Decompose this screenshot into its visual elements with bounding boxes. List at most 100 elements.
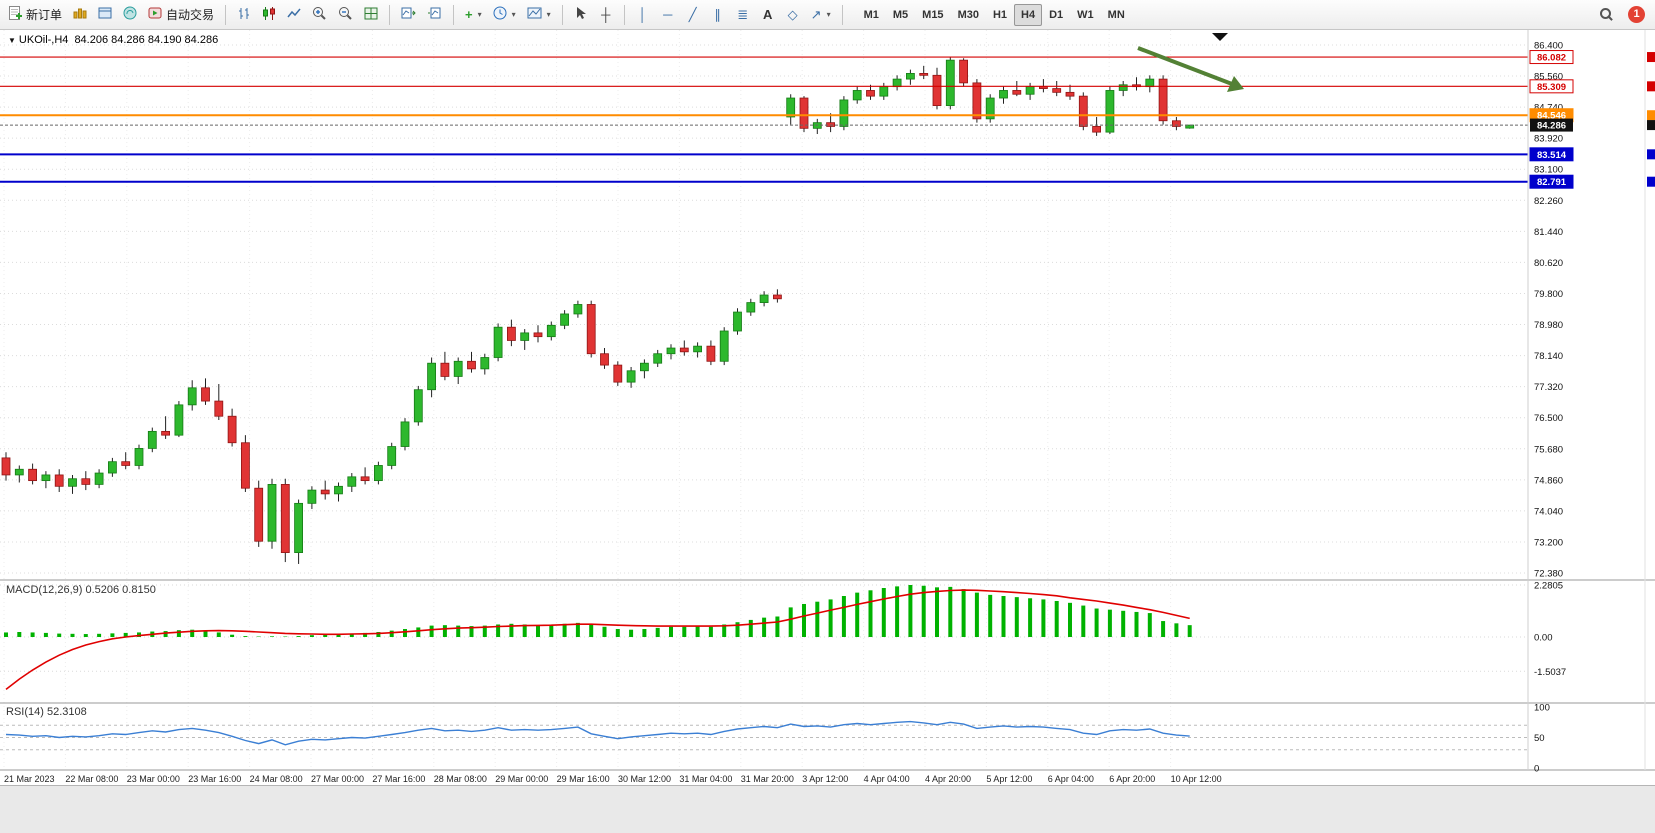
timeframe-button-m5[interactable]: M5 [886, 4, 915, 26]
candle-body [666, 347, 676, 355]
channel-tool-button[interactable]: ∥ [706, 3, 730, 27]
price-line-label: 86.082 [1537, 53, 1566, 64]
new-order-icon [9, 6, 22, 23]
chevron-down-icon: ▾ [546, 10, 551, 19]
chart-symbol-header[interactable]: ▼ UKOil-,H4 84.206 84.286 84.190 84.286 [8, 34, 218, 46]
candle-body [94, 472, 104, 485]
price-axis-label: 78.140 [1534, 351, 1563, 362]
candle-body [1092, 126, 1101, 133]
price-line-label: 82.791 [1537, 177, 1567, 188]
symbol-dropdown-icon[interactable]: ▼ [8, 36, 16, 45]
zoom-out-icon [338, 6, 353, 24]
zoom-in-button[interactable] [307, 3, 332, 27]
candle-body [453, 360, 463, 377]
shapes-tool-button[interactable]: ◇ [781, 3, 805, 27]
bar-chart-button[interactable] [232, 3, 256, 27]
crosshair-icon: ┼ [601, 7, 611, 22]
data-window-icon [98, 7, 112, 22]
data-window-button[interactable] [93, 3, 117, 27]
timeframe-button-h1[interactable]: H1 [986, 4, 1014, 26]
candle-body [1, 457, 11, 476]
time-axis-label: 22 Mar 08:00 [65, 774, 118, 784]
text-tool-button[interactable]: A [756, 3, 780, 27]
chart-canvas[interactable]: 21 Mar 2023 22 Mar 08:00 23 Mar 00:00 23 Ma… [0, 30, 1655, 785]
toolbar-separator [561, 4, 563, 25]
time-axis-label: 24 Mar 08:00 [250, 774, 303, 784]
candle-body [400, 421, 410, 447]
candle-body [959, 59, 968, 84]
fibonacci-icon: ≣ [737, 7, 749, 22]
notification-badge[interactable]: 1 [1628, 6, 1645, 23]
auto-trading-button[interactable]: 自动交易 [143, 3, 219, 27]
chart-shift-button[interactable] [422, 3, 447, 27]
candle-body [1065, 91, 1075, 97]
timeframe-button-w1[interactable]: W1 [1070, 4, 1101, 26]
candle-body [719, 330, 729, 362]
candle-body [906, 73, 915, 80]
candle-body [81, 478, 91, 485]
candle-body [1012, 90, 1022, 95]
annotation-arrow[interactable] [1137, 46, 1233, 86]
zoom-out-button[interactable] [333, 3, 358, 27]
period-button[interactable]: ▾ [488, 3, 521, 27]
trendline-tool-button[interactable]: ╱ [681, 3, 705, 27]
template-button[interactable]: ▾ [522, 3, 556, 27]
price-line-label-box [1529, 174, 1574, 189]
time-axis-label: 27 Mar 16:00 [372, 774, 425, 784]
rsi-axis-label: 50 [1534, 733, 1545, 744]
candle-body [1025, 86, 1035, 95]
candle-body [746, 302, 756, 313]
vertical-line-tool-button[interactable]: │ [631, 3, 655, 27]
horizontal-line-tool-button[interactable]: ─ [656, 3, 680, 27]
candle-body [626, 370, 636, 383]
candle-body [826, 122, 835, 127]
auto-scroll-button[interactable] [396, 3, 421, 27]
candle-body [267, 484, 277, 542]
cursor-icon [574, 6, 587, 23]
fibonacci-tool-button[interactable]: ≣ [731, 3, 755, 27]
candlestick-chart-button[interactable] [257, 3, 281, 27]
timeframe-button-m1[interactable]: M1 [857, 4, 886, 26]
timeframe-button-m15[interactable]: M15 [915, 4, 950, 26]
candle-body [227, 415, 237, 444]
horizontal-line-icon: ─ [663, 7, 673, 22]
candle-body [347, 476, 357, 487]
arrows-tool-button[interactable]: ↗ ▾ [806, 3, 836, 27]
new-order-button[interactable]: 新订单 [4, 3, 67, 27]
price-line-label-box [1529, 147, 1574, 162]
candle-body [945, 59, 955, 107]
timeframe-button-h4[interactable]: H4 [1014, 3, 1043, 26]
candle-body [280, 484, 290, 553]
line-chart-button[interactable] [282, 3, 306, 27]
time-axis-label: 6 Apr 04:00 [1048, 774, 1094, 784]
candle-body [653, 353, 663, 364]
scroll-end-marker[interactable] [1212, 33, 1228, 41]
candle-body [14, 468, 24, 476]
chart-shift-icon [427, 7, 442, 22]
timeframe-button-m30[interactable]: M30 [951, 4, 986, 26]
edge-price-marker [1647, 110, 1655, 121]
vertical-line-icon: │ [638, 7, 647, 22]
candle-body [1118, 84, 1128, 91]
tile-windows-button[interactable] [359, 3, 383, 27]
candle-body [108, 461, 117, 474]
market-watch-button[interactable] [68, 3, 92, 27]
trendline-icon: ╱ [688, 7, 697, 22]
candle-body [1172, 120, 1181, 127]
candle-body [1185, 124, 1195, 129]
annotation-arrow-head[interactable] [1227, 76, 1244, 92]
navigator-button[interactable] [118, 3, 142, 27]
search-button[interactable] [1594, 3, 1619, 27]
timeframe-button-mn[interactable]: MN [1101, 4, 1132, 26]
candle-body [600, 353, 609, 366]
timeframe-button-d1[interactable]: D1 [1042, 4, 1070, 26]
candle-body [866, 90, 875, 97]
crosshair-button[interactable]: ┼ [594, 3, 618, 27]
candle-body [1145, 78, 1155, 88]
price-axis-label: 80.620 [1534, 258, 1563, 269]
new-chart-button[interactable]: + ▾ [460, 3, 487, 27]
rsi-axis-label: 0 [1534, 764, 1539, 775]
cursor-button[interactable] [569, 3, 593, 27]
macd-signal-line [5, 589, 1190, 691]
candle-body [799, 97, 809, 129]
